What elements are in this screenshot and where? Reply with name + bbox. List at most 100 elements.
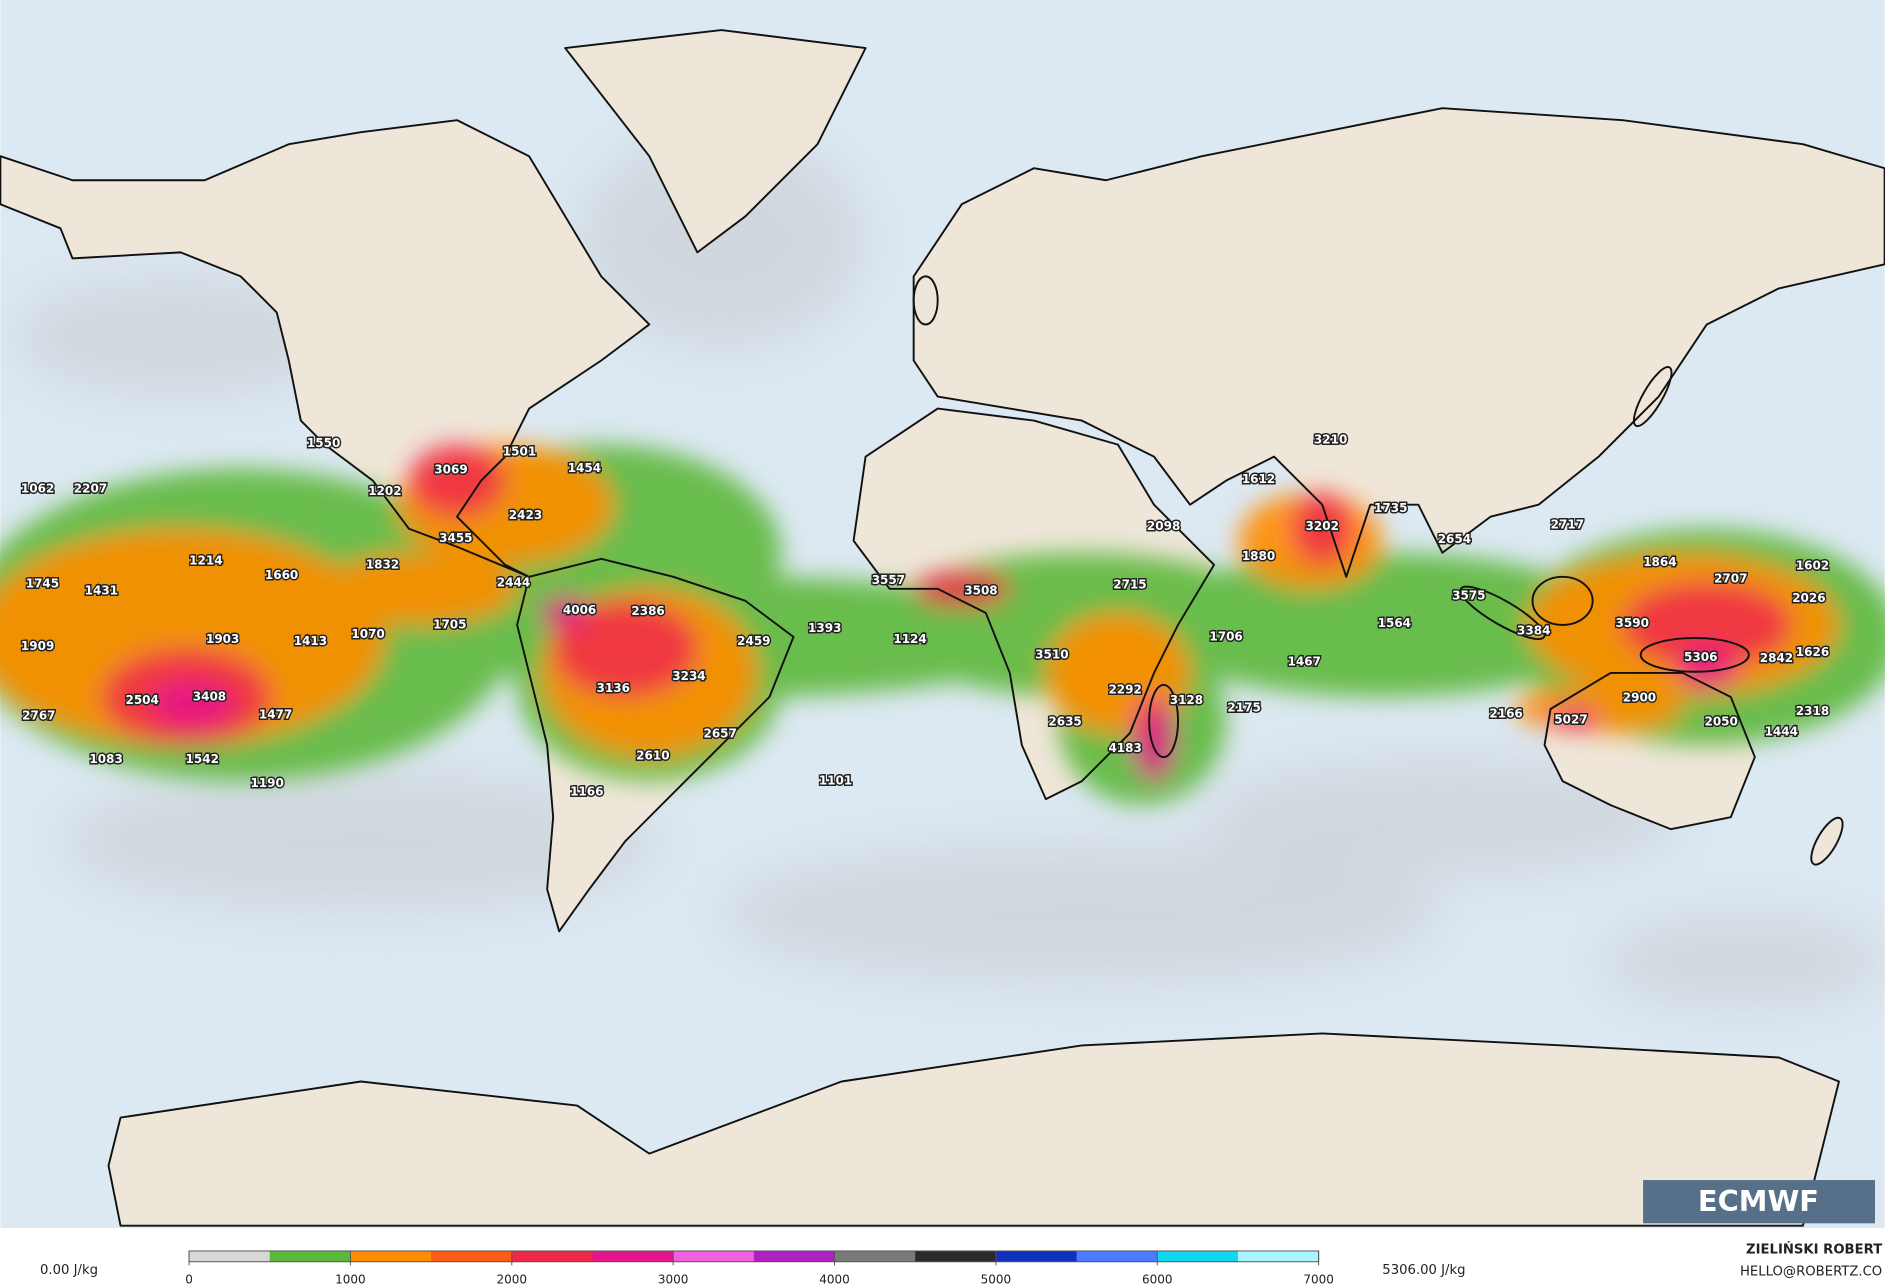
cape-label: 1542 bbox=[186, 752, 219, 766]
cape-label: 1062 bbox=[21, 482, 54, 496]
colorbar-segment bbox=[189, 1250, 271, 1262]
cape-label: 3234 bbox=[672, 669, 705, 683]
cape-label: 2050 bbox=[1704, 715, 1737, 729]
max-label: 5306.00 J/kg bbox=[1382, 1263, 1465, 1278]
cape-label: 1083 bbox=[89, 752, 122, 766]
colorbar-segment bbox=[592, 1250, 674, 1262]
cape-label: 2707 bbox=[1714, 572, 1747, 586]
cape-label: 1467 bbox=[1288, 655, 1321, 669]
cape-label: 3128 bbox=[1170, 693, 1203, 707]
colorbar-tick-label: 4000 bbox=[819, 1272, 850, 1286]
cape-label: 1564 bbox=[1378, 616, 1411, 630]
cape-label: 2504 bbox=[125, 693, 158, 707]
colorbar-tick-label: 5000 bbox=[981, 1272, 1012, 1286]
colorbar-segment bbox=[753, 1250, 836, 1262]
cape-label: 1444 bbox=[1765, 724, 1798, 738]
cape-label: 1202 bbox=[368, 484, 401, 498]
colorbar-tick-label: 6000 bbox=[1142, 1272, 1173, 1286]
cape-label: 2842 bbox=[1760, 651, 1793, 665]
cape-label: 2657 bbox=[703, 727, 736, 741]
cape-label: 1454 bbox=[568, 461, 601, 475]
cape-label: 1101 bbox=[819, 774, 852, 788]
cape-label: 1431 bbox=[85, 584, 118, 598]
colorbar-segment bbox=[1157, 1250, 1239, 1262]
colorbar-tick-label: 7000 bbox=[1303, 1272, 1334, 1286]
cape-label: 1909 bbox=[21, 639, 54, 653]
cape-label: 1903 bbox=[206, 632, 239, 646]
cape-label: 1124 bbox=[893, 632, 926, 646]
cape-label: 1706 bbox=[1209, 629, 1242, 643]
author: ZIELIŃSKI ROBERT bbox=[1746, 1240, 1882, 1258]
cape-labels: 1062 2207 1550 1202 3069 1501 1454 2423 3455 1214… bbox=[19, 431, 1830, 800]
cape-label: 3069 bbox=[434, 462, 467, 476]
cape-label: 2900 bbox=[1623, 691, 1656, 705]
min-label: 0.00 J/kg bbox=[40, 1263, 98, 1278]
cape-label: 1501 bbox=[503, 444, 536, 458]
colorbar: 0 1000 2000 3000 4000 5000 6000 7000 bbox=[185, 1250, 1334, 1286]
colorbar-tick-label: 3000 bbox=[658, 1272, 689, 1286]
cape-label: 3455 bbox=[439, 531, 472, 545]
cape-label: 3408 bbox=[193, 689, 226, 703]
cape-label: 4183 bbox=[1108, 741, 1141, 755]
colorbar-segment bbox=[431, 1250, 513, 1262]
cape-label: 1602 bbox=[1796, 558, 1829, 572]
cape-label: 1705 bbox=[433, 617, 466, 631]
colorbar-tick-label: 2000 bbox=[497, 1272, 528, 1286]
colorbar-segment bbox=[834, 1250, 916, 1262]
cape-label: 1745 bbox=[26, 577, 59, 591]
cape-label: 1864 bbox=[1643, 555, 1676, 569]
colorbar-segment bbox=[511, 1250, 594, 1262]
cape-label: 3575 bbox=[1452, 589, 1485, 603]
cape-label: 1166 bbox=[570, 784, 603, 798]
cape-label: 4006 bbox=[563, 603, 596, 617]
cape-label: 1735 bbox=[1374, 501, 1407, 515]
cape-label: 3590 bbox=[1616, 616, 1649, 630]
cape-label: 1880 bbox=[1242, 549, 1275, 563]
logo-box bbox=[1643, 1180, 1876, 1224]
cloud-field bbox=[12, 132, 1885, 1010]
email: HELLO@ROBERTZ.CO bbox=[1740, 1264, 1882, 1279]
cape-label: 3557 bbox=[872, 573, 905, 587]
cape-label: 1550 bbox=[307, 436, 340, 450]
cape-label: 2026 bbox=[1792, 591, 1825, 605]
colorbar-segment bbox=[673, 1250, 755, 1262]
cape-label: 3510 bbox=[1035, 647, 1068, 661]
cape-label: 2175 bbox=[1227, 700, 1260, 714]
colorbar-tick-label: 1000 bbox=[335, 1272, 366, 1286]
cape-label: 2098 bbox=[1147, 519, 1180, 533]
cape-label: 1626 bbox=[1796, 645, 1829, 659]
cape-label: 3202 bbox=[1306, 519, 1339, 533]
cape-label: 1070 bbox=[351, 627, 384, 641]
cape-label: 3210 bbox=[1314, 432, 1347, 446]
cape-label: 1612 bbox=[1242, 472, 1275, 486]
cape-field bbox=[0, 444, 1885, 806]
cape-label: 2635 bbox=[1048, 715, 1081, 729]
cape-label: 5027 bbox=[1554, 712, 1587, 726]
colorbar-segment bbox=[1076, 1250, 1158, 1262]
cape-label: 2715 bbox=[1113, 578, 1146, 592]
cape-label: 2767 bbox=[22, 709, 55, 723]
colorbar-segment bbox=[995, 1250, 1078, 1262]
cape-label: 1413 bbox=[294, 634, 327, 648]
cape-label: 2318 bbox=[1796, 704, 1829, 718]
cape-label: 2444 bbox=[497, 575, 530, 589]
cape-label: 1214 bbox=[189, 554, 222, 568]
cape-label: 2610 bbox=[636, 748, 669, 762]
colorbar-segment bbox=[1237, 1250, 1320, 1262]
colorbar-segment bbox=[350, 1250, 432, 1262]
cape-label: 1393 bbox=[808, 621, 841, 635]
cape-label: 1477 bbox=[259, 708, 292, 722]
cape-label: 1660 bbox=[265, 568, 298, 582]
colorbar-segment bbox=[269, 1250, 352, 1262]
cape-label: 2292 bbox=[1108, 682, 1141, 696]
cape-label: 2207 bbox=[74, 482, 107, 496]
cape-label: 2459 bbox=[737, 634, 770, 648]
cape-label: 5306 bbox=[1684, 650, 1717, 664]
cape-label: 3384 bbox=[1517, 623, 1550, 637]
cape-label: 2717 bbox=[1551, 518, 1584, 532]
colorbar-segment bbox=[915, 1250, 997, 1262]
cape-label: 3136 bbox=[597, 681, 630, 695]
cape-label: 2166 bbox=[1489, 706, 1522, 720]
cape-label: 2423 bbox=[509, 508, 542, 522]
